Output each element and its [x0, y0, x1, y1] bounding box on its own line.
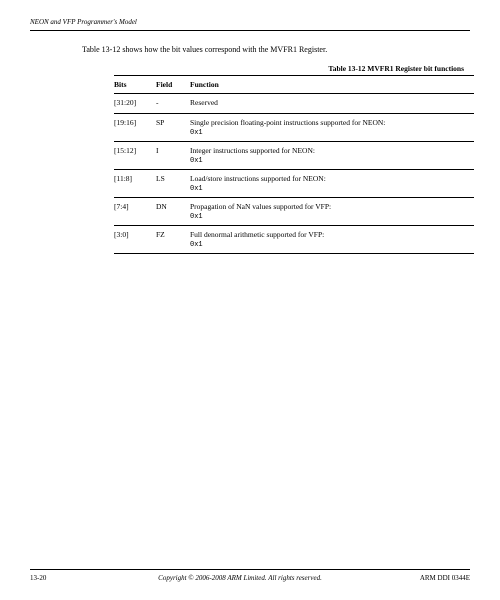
- cell-field: FZ: [156, 226, 190, 254]
- function-value: 0x1: [190, 185, 470, 193]
- cell-bits: [11:8]: [114, 170, 156, 198]
- cell-field: SP: [156, 114, 190, 142]
- function-text: Integer instructions supported for NEON:: [190, 146, 470, 155]
- table-row: [19:16] SP Single precision floating-poi…: [114, 114, 474, 142]
- function-value: 0x1: [190, 241, 470, 249]
- cell-function: Full denormal arithmetic supported for V…: [190, 226, 474, 254]
- cell-field: -: [156, 94, 190, 114]
- table-header-row: Bits Field Function: [114, 76, 474, 94]
- cell-bits: [15:12]: [114, 142, 156, 170]
- cell-field: DN: [156, 198, 190, 226]
- cell-bits: [31:20]: [114, 94, 156, 114]
- col-header-function: Function: [190, 76, 474, 94]
- table-row: [7:4] DN Propagation of NaN values suppo…: [114, 198, 474, 226]
- function-value: 0x1: [190, 157, 470, 165]
- header-rule: [30, 30, 470, 31]
- cell-function: Propagation of NaN values supported for …: [190, 198, 474, 226]
- function-text: Reserved: [190, 98, 470, 107]
- footer-doc-id: ARM DDI 0344E: [390, 574, 470, 582]
- table-row: [3:0] FZ Full denormal arithmetic suppor…: [114, 226, 474, 254]
- register-table: Bits Field Function [31:20] - Reserved […: [114, 75, 474, 254]
- function-text: Single precision floating-point instruct…: [190, 118, 470, 127]
- function-text: Load/store instructions supported for NE…: [190, 174, 470, 183]
- function-text: Propagation of NaN values supported for …: [190, 202, 470, 211]
- function-text: Full denormal arithmetic supported for V…: [190, 230, 470, 239]
- table-caption: Table 13-12 MVFR1 Register bit functions: [114, 64, 470, 73]
- table-row: [31:20] - Reserved: [114, 94, 474, 114]
- col-header-bits: Bits: [114, 76, 156, 94]
- function-value: 0x1: [190, 129, 470, 137]
- cell-function: Reserved: [190, 94, 474, 114]
- cell-field: LS: [156, 170, 190, 198]
- footer-row: 13-20 Copyright © 2006-2008 ARM Limited.…: [30, 574, 470, 582]
- footer-rule: [30, 569, 470, 570]
- cell-bits: [19:16]: [114, 114, 156, 142]
- intro-text: Table 13-12 shows how the bit values cor…: [82, 45, 470, 54]
- footer-copyright: Copyright © 2006-2008 ARM Limited. All r…: [90, 574, 390, 582]
- table-row: [15:12] I Integer instructions supported…: [114, 142, 474, 170]
- function-value: 0x1: [190, 213, 470, 221]
- cell-function: Load/store instructions supported for NE…: [190, 170, 474, 198]
- footer-page-number: 13-20: [30, 574, 90, 582]
- cell-bits: [7:4]: [114, 198, 156, 226]
- page-footer: 13-20 Copyright © 2006-2008 ARM Limited.…: [30, 569, 470, 582]
- header-section-title: NEON and VFP Programmer's Model: [30, 18, 470, 26]
- cell-field: I: [156, 142, 190, 170]
- cell-bits: [3:0]: [114, 226, 156, 254]
- cell-function: Integer instructions supported for NEON:…: [190, 142, 474, 170]
- table-row: [11:8] LS Load/store instructions suppor…: [114, 170, 474, 198]
- cell-function: Single precision floating-point instruct…: [190, 114, 474, 142]
- col-header-field: Field: [156, 76, 190, 94]
